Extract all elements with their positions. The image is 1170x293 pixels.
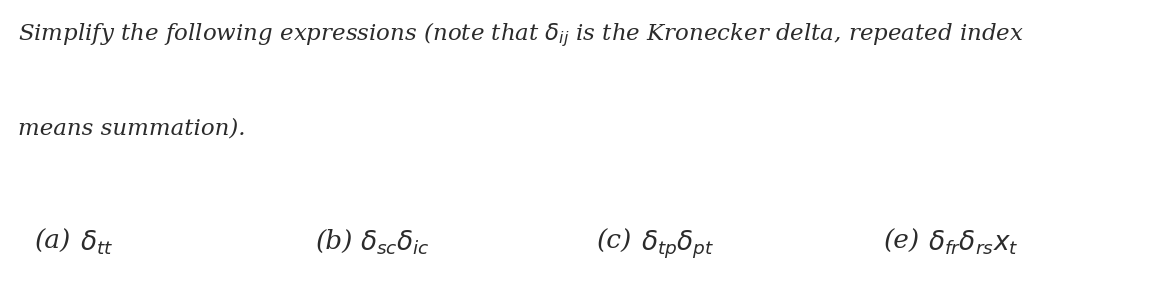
Text: $\delta_{tt}$: $\delta_{tt}$	[80, 229, 112, 257]
Text: $\delta_{tp}\delta_{pt}$: $\delta_{tp}\delta_{pt}$	[641, 229, 715, 261]
Text: (a): (a)	[35, 229, 71, 253]
Text: Simplify the following expressions (note that $\delta_{ij}$ is the Kronecker del: Simplify the following expressions (note…	[18, 21, 1024, 49]
Text: means summation).: means summation).	[18, 117, 245, 139]
Text: (c): (c)	[597, 229, 632, 253]
Text: (b): (b)	[316, 229, 353, 253]
Text: $\delta_{sc}\delta_{ic}$: $\delta_{sc}\delta_{ic}$	[360, 229, 431, 257]
Text: (e): (e)	[883, 229, 920, 253]
Text: $\delta_{fr}\delta_{rs}x_{t}$: $\delta_{fr}\delta_{rs}x_{t}$	[928, 229, 1018, 257]
